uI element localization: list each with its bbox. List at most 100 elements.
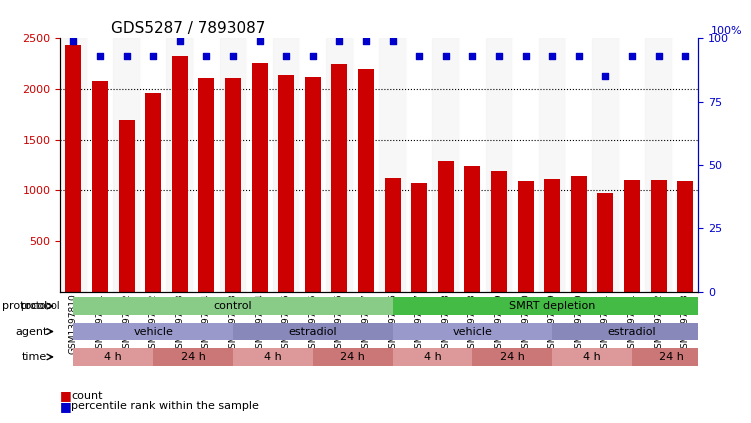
Text: agent: agent — [15, 327, 47, 337]
Text: ■: ■ — [60, 400, 72, 412]
Bar — [552, 323, 712, 341]
Point — [201, 52, 213, 59]
Bar — [198, 78, 214, 292]
Bar — [566, 38, 592, 292]
Text: 24 h: 24 h — [181, 352, 206, 362]
Bar — [60, 38, 86, 292]
Point — [173, 37, 185, 44]
Text: 24 h: 24 h — [340, 352, 365, 362]
Bar — [233, 323, 393, 341]
Point — [466, 52, 478, 59]
Point — [254, 37, 266, 44]
Point — [121, 52, 133, 59]
Bar — [86, 38, 113, 292]
Bar — [172, 56, 188, 292]
Text: 4 h: 4 h — [584, 352, 601, 362]
Point — [306, 52, 318, 59]
Bar — [145, 93, 161, 292]
Bar — [331, 64, 347, 292]
Bar — [438, 161, 454, 292]
Bar — [74, 348, 153, 366]
Text: protocol: protocol — [2, 301, 47, 311]
Point — [626, 52, 638, 59]
Bar — [92, 81, 108, 292]
Point — [573, 52, 585, 59]
Bar — [412, 183, 427, 292]
Bar — [252, 63, 267, 292]
Bar — [552, 348, 632, 366]
Bar — [544, 179, 560, 292]
Point — [599, 73, 611, 80]
Text: time: time — [22, 352, 47, 362]
Bar — [472, 348, 552, 366]
Bar — [645, 38, 672, 292]
Text: control: control — [213, 301, 252, 311]
Bar — [592, 38, 619, 292]
Text: estradiol: estradiol — [608, 327, 656, 337]
Point — [147, 52, 159, 59]
Point — [360, 37, 372, 44]
Bar — [539, 38, 566, 292]
Bar — [167, 38, 193, 292]
Bar — [74, 323, 233, 341]
Text: 4 h: 4 h — [104, 352, 122, 362]
Bar — [677, 181, 693, 292]
Text: count: count — [71, 390, 103, 401]
Bar — [273, 38, 300, 292]
Point — [68, 37, 80, 44]
Bar — [379, 38, 406, 292]
Point — [546, 52, 558, 59]
Point — [413, 52, 425, 59]
Bar — [300, 38, 326, 292]
Bar — [385, 178, 400, 292]
Bar — [486, 38, 512, 292]
Bar — [119, 120, 134, 292]
Bar — [225, 78, 241, 292]
Bar — [74, 297, 393, 315]
Bar — [512, 38, 539, 292]
Bar — [491, 170, 507, 292]
Point — [679, 52, 691, 59]
Point — [94, 52, 106, 59]
Bar — [672, 38, 698, 292]
Point — [520, 52, 532, 59]
Bar — [632, 348, 712, 366]
Bar — [233, 348, 312, 366]
Text: vehicle: vehicle — [452, 327, 493, 337]
Bar — [464, 166, 481, 292]
Point — [493, 52, 505, 59]
Bar — [278, 74, 294, 292]
Bar — [312, 348, 393, 366]
Text: ■: ■ — [60, 389, 72, 402]
Point — [440, 52, 452, 59]
Point — [387, 37, 399, 44]
Text: 24 h: 24 h — [500, 352, 525, 362]
Bar — [597, 193, 614, 292]
Bar — [393, 297, 712, 315]
Bar — [305, 77, 321, 292]
Bar — [193, 38, 219, 292]
Bar — [220, 38, 246, 292]
Text: SMRT depletion: SMRT depletion — [509, 301, 596, 311]
Text: estradiol: estradiol — [288, 327, 337, 337]
Bar — [113, 38, 140, 292]
Bar — [571, 176, 587, 292]
Bar — [353, 38, 379, 292]
Point — [280, 52, 292, 59]
Bar — [140, 38, 167, 292]
Bar — [326, 38, 353, 292]
Bar — [406, 38, 433, 292]
Bar — [517, 181, 533, 292]
Bar — [433, 38, 459, 292]
Text: protocol: protocol — [20, 301, 60, 311]
Point — [333, 37, 345, 44]
Bar — [624, 180, 640, 292]
Text: GDS5287 / 7893087: GDS5287 / 7893087 — [111, 20, 266, 36]
Bar — [619, 38, 645, 292]
Text: percentile rank within the sample: percentile rank within the sample — [71, 401, 259, 411]
Text: 4 h: 4 h — [264, 352, 282, 362]
Bar — [246, 38, 273, 292]
Bar — [153, 348, 233, 366]
Point — [653, 52, 665, 59]
Bar — [459, 38, 486, 292]
